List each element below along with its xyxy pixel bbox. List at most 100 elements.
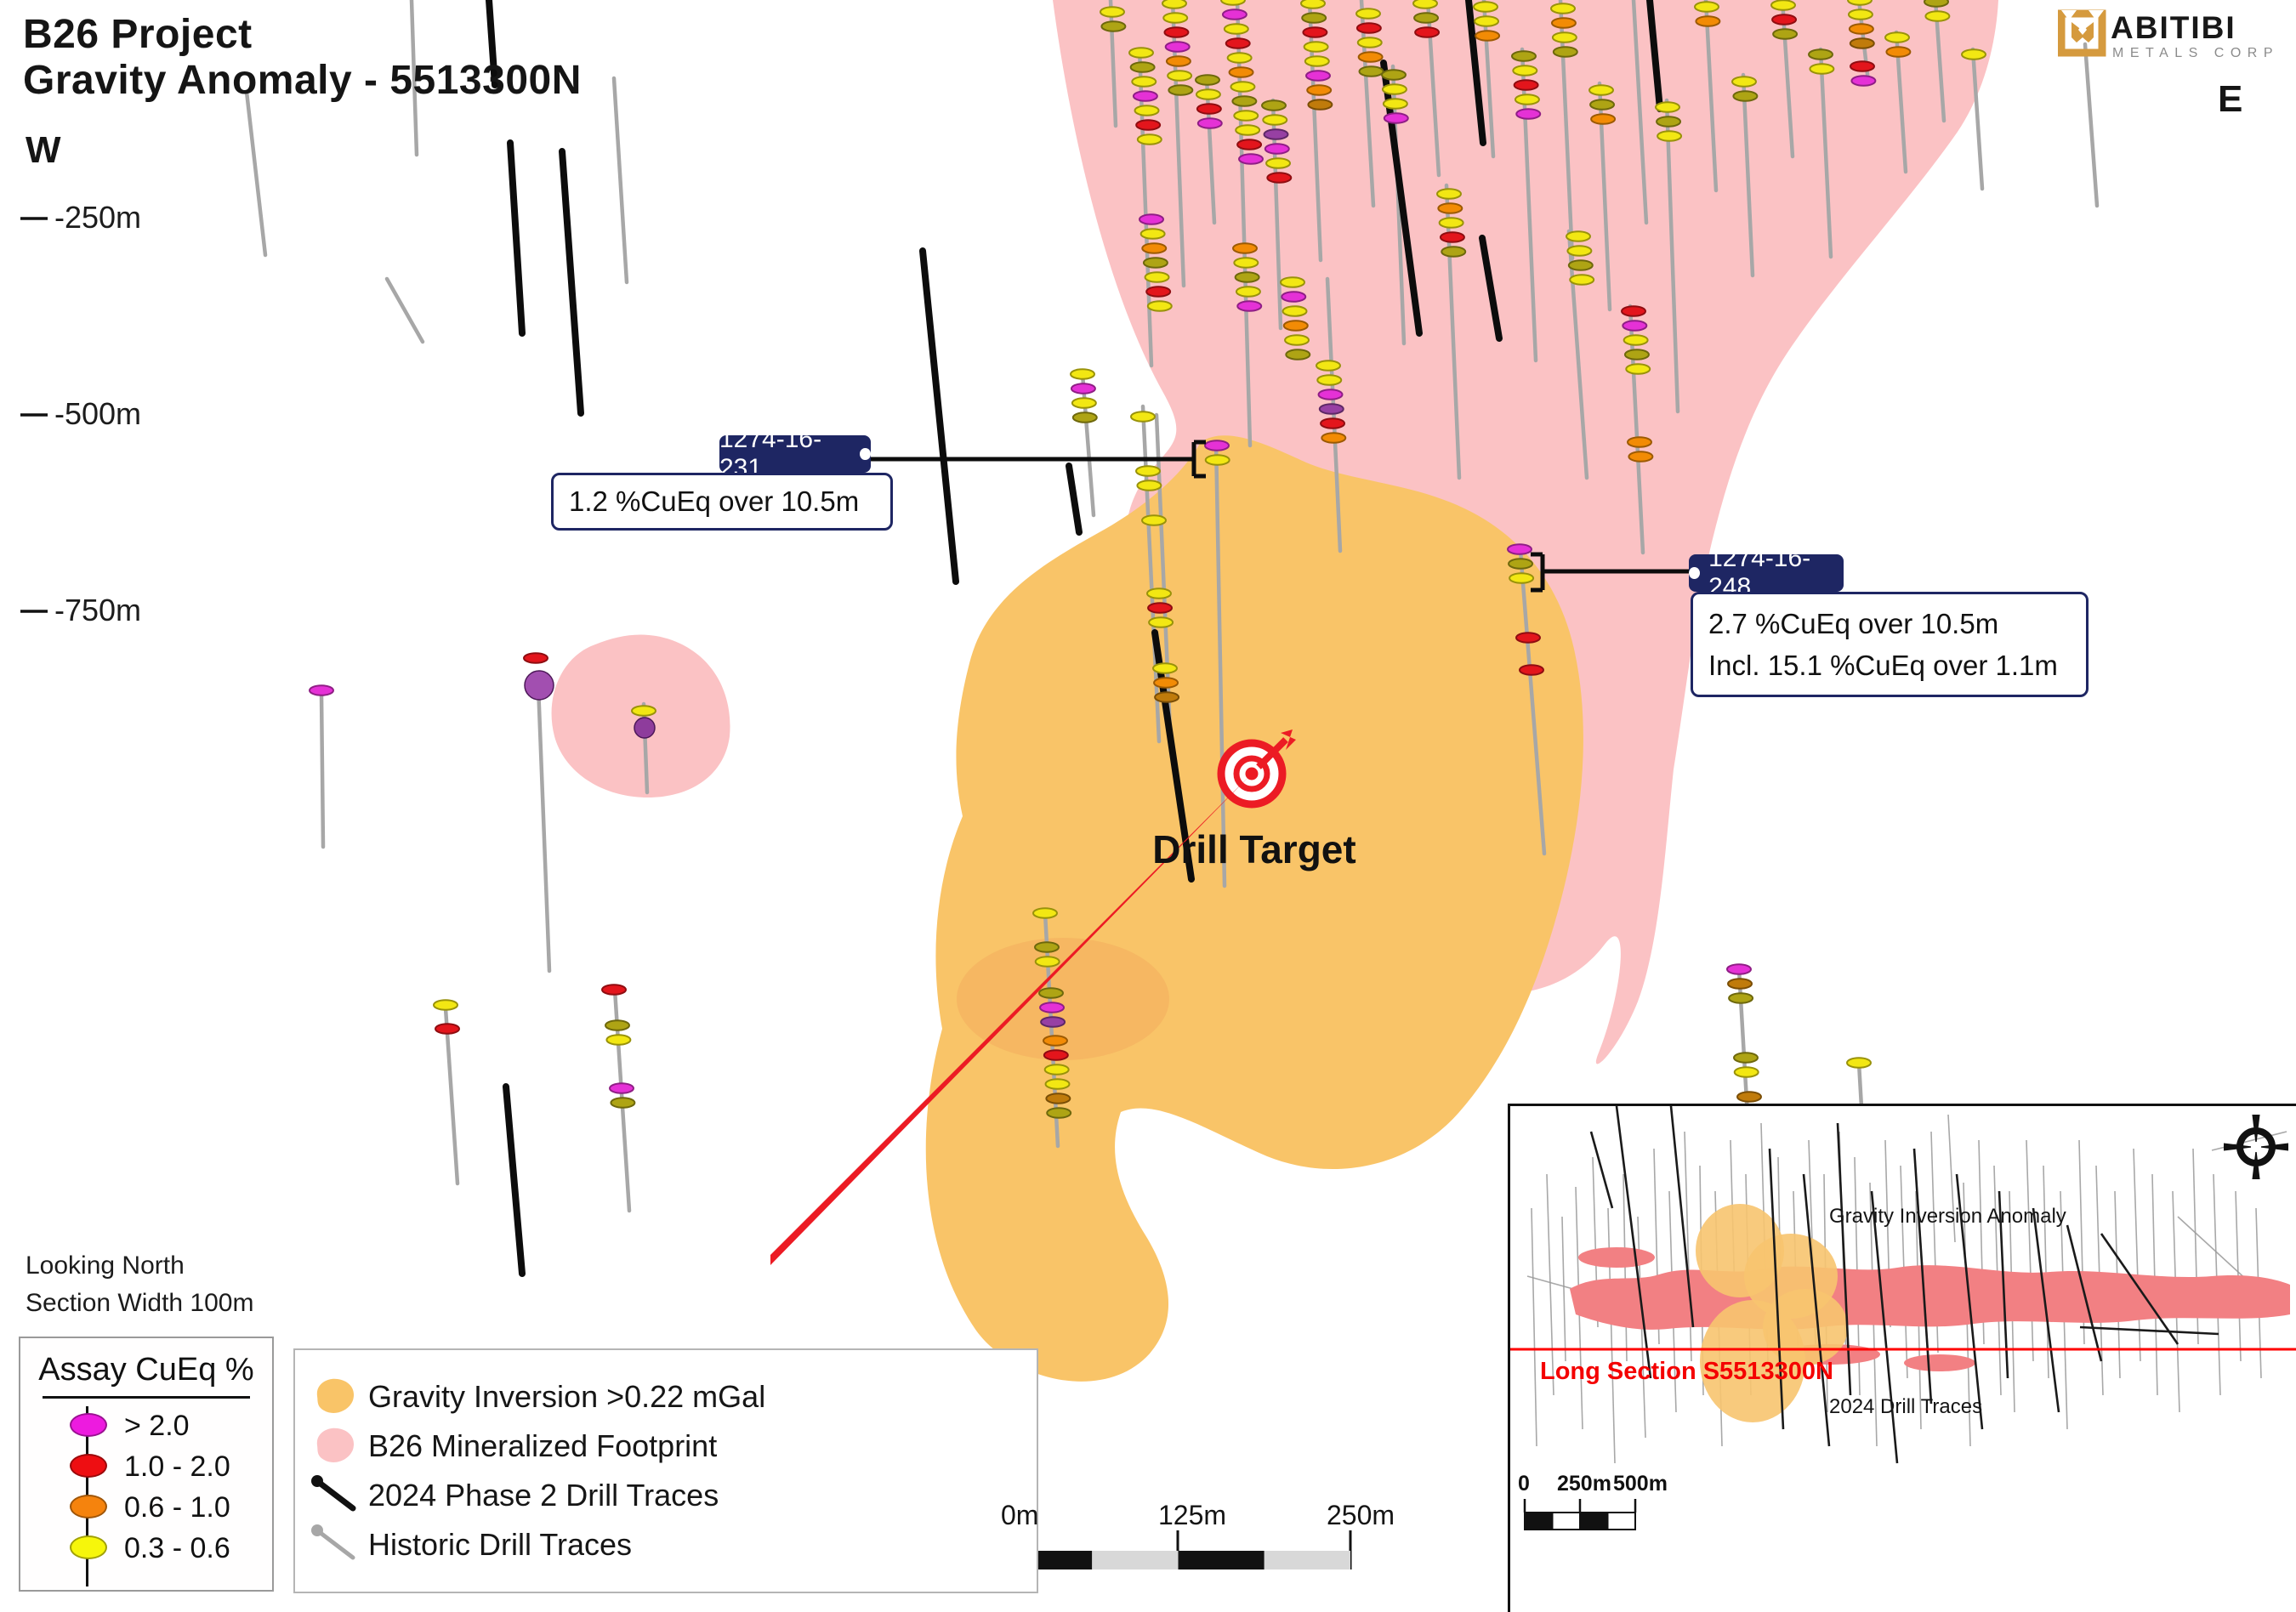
historic-drill-trace xyxy=(409,0,419,157)
assay-interval-disc xyxy=(309,684,334,696)
inset-mineralized-patch xyxy=(1904,1354,1975,1371)
assay-interval-disc xyxy=(1316,374,1343,386)
assay-interval-disc xyxy=(1381,69,1407,81)
assay-interval-disc xyxy=(1046,1107,1072,1119)
assay-interval-disc xyxy=(1145,286,1172,298)
scalebar-label: 0m xyxy=(1001,1500,1039,1530)
assay-interval-disc xyxy=(1154,691,1180,703)
assay-interval-disc xyxy=(1238,153,1264,165)
legend-trace-line xyxy=(314,1478,356,1512)
assay-interval-disc xyxy=(1884,31,1910,43)
inset-2024-trace xyxy=(2100,1233,2179,1345)
assay-interval-disc xyxy=(1961,48,1986,60)
map-legend-label: B26 Mineralized Footprint xyxy=(368,1428,718,1463)
assay-interval-disc xyxy=(1265,157,1292,169)
assay-interval-disc xyxy=(1473,1,1498,13)
assay-disc-swatch xyxy=(70,1535,107,1559)
inset-2024-trace xyxy=(1955,1173,1984,1430)
historic-drill-trace xyxy=(1664,98,1680,414)
assay-interval-disc xyxy=(1043,1049,1069,1061)
assay-interval-disc xyxy=(1235,124,1261,136)
inset-2024-trace xyxy=(1998,1190,2009,1379)
gravity-inversion-blob xyxy=(925,435,1583,1382)
assay-interval-disc xyxy=(1727,978,1753,990)
assay-legend-row: 1.0 - 2.0 xyxy=(20,1450,272,1495)
assay-interval-disc xyxy=(1136,480,1162,491)
west-label: W xyxy=(26,129,61,171)
assay-legend-label: > 2.0 xyxy=(124,1410,190,1442)
assay-interval-disc xyxy=(1071,412,1098,423)
legend-trace-icon xyxy=(311,1524,355,1560)
historic-drill-trace xyxy=(1325,276,1343,553)
assay-interval-disc xyxy=(1147,602,1174,614)
legend-blob-shape xyxy=(316,1428,355,1462)
assay-interval-disc xyxy=(1728,992,1754,1004)
assay-interval-disc xyxy=(1316,360,1341,372)
depth-label: -500m xyxy=(54,396,142,431)
assay-interval-disc xyxy=(609,1082,634,1094)
inset-2024-trace xyxy=(2066,1224,2103,1362)
assay-legend-row: 0.6 - 1.0 xyxy=(20,1491,272,1535)
inset-scalebar-segment xyxy=(1524,1512,1554,1530)
assay-interval-disc xyxy=(1566,230,1591,242)
assay-interval-disc xyxy=(1282,320,1309,332)
scalebar-label: 125m xyxy=(1158,1500,1227,1530)
assay-interval-disc xyxy=(1623,334,1649,346)
inset-historic-trace xyxy=(1623,1173,1628,1362)
assay-legend-label: 0.6 - 1.0 xyxy=(124,1491,230,1524)
phase2-drill-trace xyxy=(559,148,584,417)
phase2-drill-trace xyxy=(1646,0,1663,112)
assay-interval-disc xyxy=(1034,956,1060,968)
assay-interval-disc xyxy=(1552,46,1578,58)
assay-interval-disc xyxy=(1139,213,1164,225)
legend-trace-collar-dot xyxy=(311,1475,323,1487)
assay-interval-disc xyxy=(1163,26,1190,38)
east-label: E xyxy=(2218,78,2243,120)
assay-interval-disc xyxy=(1550,17,1577,29)
assay-interval-disc xyxy=(1732,90,1759,102)
assay-interval-disc xyxy=(1809,63,1835,75)
assay-interval-disc xyxy=(610,1097,636,1109)
assay-result-line: Incl. 15.1 %CuEq over 1.1m xyxy=(1708,650,2058,681)
assay-interval-disc xyxy=(1128,47,1154,59)
legend-trace-line xyxy=(315,1528,355,1560)
assay-interval-disc xyxy=(1304,55,1330,67)
assay-interval-disc xyxy=(1196,103,1222,115)
historic-drill-trace xyxy=(1741,72,1755,278)
assay-interval-disc xyxy=(1146,300,1173,312)
leader-dot xyxy=(860,448,871,460)
assay-interval-disc xyxy=(1070,383,1096,394)
assay-interval-disc xyxy=(1357,51,1384,63)
assay-interval-disc xyxy=(1846,1057,1872,1069)
compass-hub xyxy=(2251,1142,2261,1152)
assay-interval-ball xyxy=(634,717,656,739)
inset-gravity-blob xyxy=(1763,1289,1848,1365)
assay-interval-disc xyxy=(1040,1016,1066,1028)
assay-interval-disc xyxy=(1195,88,1221,100)
inset-2024-trace xyxy=(1912,1148,1933,1405)
assay-interval-disc xyxy=(1135,119,1162,131)
assay-interval-disc xyxy=(1924,0,1949,8)
assay-interval-disc xyxy=(1509,572,1535,584)
inset-historic-trace xyxy=(2133,1148,2141,1362)
assay-interval-disc xyxy=(1261,99,1287,111)
assay-interval-disc xyxy=(1475,30,1501,42)
inset-historic-trace xyxy=(1947,1114,1956,1243)
inset-label-2024-traces: 2024 Drill Traces xyxy=(1829,1395,1983,1418)
map-legend-row: Gravity Inversion >0.22 mGal xyxy=(295,1374,1037,1422)
assay-interval-disc xyxy=(435,1023,460,1035)
assay-interval-disc xyxy=(1148,616,1174,628)
assay-interval-disc xyxy=(1808,48,1833,60)
assay-interval-disc xyxy=(1152,662,1178,674)
legend-blob-shape xyxy=(316,1378,355,1413)
historic-drill-trace xyxy=(443,1006,460,1186)
assay-interval-disc xyxy=(1511,50,1537,62)
historic-drill-trace xyxy=(1703,0,1719,193)
assay-interval-disc xyxy=(1514,94,1540,105)
assay-interval-disc xyxy=(1043,1064,1070,1076)
assay-interval-disc xyxy=(1100,20,1127,32)
phase2-drill-trace xyxy=(503,1083,526,1277)
assay-interval-disc xyxy=(1317,389,1344,400)
